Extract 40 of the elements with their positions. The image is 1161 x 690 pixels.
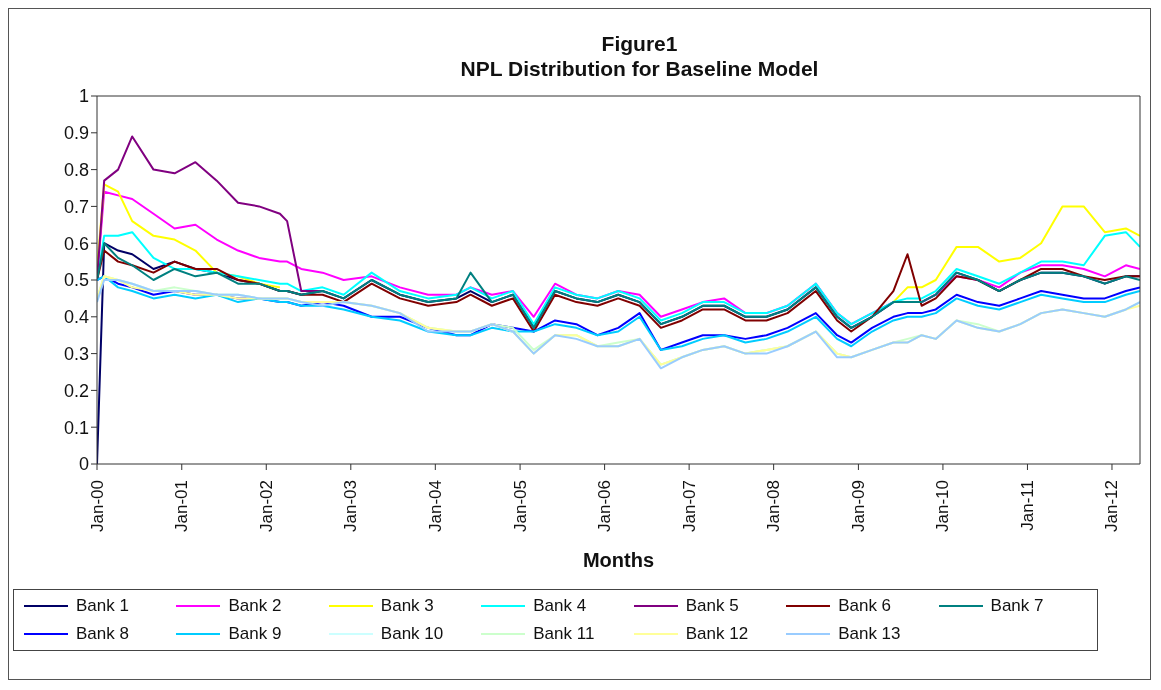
chart-title: Figure1 xyxy=(600,31,679,56)
legend-label: Bank 1 xyxy=(76,596,129,616)
y-tick-label: 0.9 xyxy=(63,123,89,144)
x-tick-label: Jan-07 xyxy=(679,480,699,532)
chart-subtitle: NPL Distribution for Baseline Model xyxy=(459,56,820,81)
legend-label: Bank 11 xyxy=(533,624,595,644)
y-tick-label: 0.6 xyxy=(63,233,89,254)
x-tick-label: Jan-04 xyxy=(425,480,445,532)
y-tick-label: 0.5 xyxy=(63,270,89,291)
x-tick-label: Jan-01 xyxy=(172,480,192,532)
y-tick-label: 0.8 xyxy=(63,159,89,180)
x-tick-label: Jan-02 xyxy=(256,480,276,532)
legend-label: Bank 7 xyxy=(990,596,1044,616)
legend-label: Bank 12 xyxy=(685,624,749,644)
legend-label: Bank 10 xyxy=(380,624,444,644)
legend-label: Bank 5 xyxy=(685,596,739,616)
x-tick-label: Jan-11 xyxy=(1017,480,1037,531)
x-tick-label: Jan-00 xyxy=(87,480,107,532)
y-tick-label: 0.1 xyxy=(63,417,89,438)
y-tick-label: 0.7 xyxy=(63,196,89,217)
legend-label: Bank 9 xyxy=(228,624,282,644)
x-tick-label: Jan-10 xyxy=(933,480,953,532)
legend-label: Bank 3 xyxy=(380,596,434,616)
legend-label: Bank 8 xyxy=(76,624,129,644)
x-tick-label: Jan-12 xyxy=(1102,480,1122,532)
x-tick-label: Jan-05 xyxy=(510,480,530,532)
x-tick-label: Jan-08 xyxy=(764,480,784,532)
y-tick-label: 1 xyxy=(78,86,89,107)
y-tick-label: 0.3 xyxy=(63,343,89,364)
x-tick-label: Jan-06 xyxy=(595,480,615,532)
x-tick-label: Jan-03 xyxy=(341,480,361,532)
y-tick-label: 0.2 xyxy=(63,380,89,401)
legend-label: Bank 2 xyxy=(228,596,282,616)
x-axis-title: Months xyxy=(582,549,655,571)
x-tick-label: Jan-09 xyxy=(848,480,868,532)
legend-label: Bank 4 xyxy=(533,596,587,616)
y-tick-label: 0.4 xyxy=(63,307,89,328)
legend-label: Bank 13 xyxy=(838,624,901,644)
legend-label: Bank 6 xyxy=(838,596,892,616)
y-tick-label: 0 xyxy=(78,454,89,475)
